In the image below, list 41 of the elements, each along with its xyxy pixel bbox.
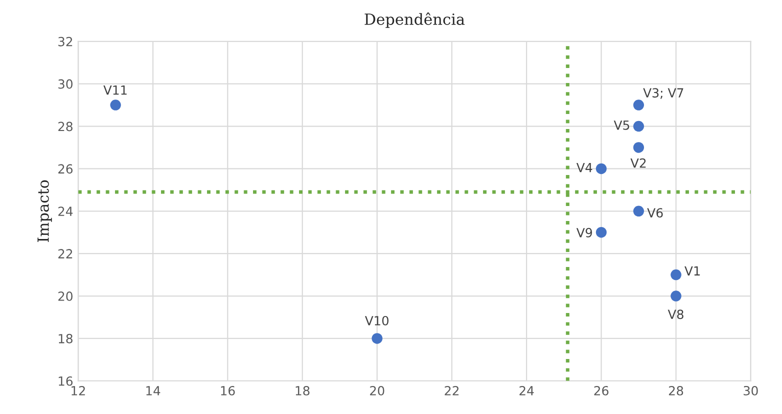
x-tick-label: 22 [444, 386, 459, 396]
x-tick-label: 26 [594, 386, 608, 396]
point [633, 100, 644, 110]
annotation: V4 [576, 163, 592, 172]
chart-title: Dependência [364, 12, 465, 28]
point [110, 100, 121, 110]
annotation: V2 [630, 158, 646, 168]
point [633, 120, 644, 132]
x-tick-label: 18 [296, 386, 310, 396]
annotation: V5 [614, 120, 630, 130]
y-tick-label: 22 [58, 249, 72, 258]
y-tick-label: 24 [58, 206, 73, 216]
point [596, 163, 607, 174]
point [596, 226, 607, 238]
y-tick-label: 32 [58, 36, 72, 46]
y-axis-title: Impacto [38, 180, 52, 242]
y-tick-label: 28 [58, 122, 72, 132]
y-tick-label: 16 [58, 376, 73, 386]
point [670, 290, 682, 302]
point [633, 206, 644, 217]
y-tick-label: 30 [58, 79, 73, 89]
point [372, 333, 382, 344]
annotation: V3; V7 [643, 88, 684, 99]
y-tick-label: 18 [58, 334, 72, 344]
x-tick-label: 20 [370, 386, 384, 396]
point [670, 269, 682, 280]
annotation: V6 [647, 208, 663, 218]
annotation: V10 [364, 316, 388, 326]
annotation: V8 [668, 310, 684, 320]
point [633, 142, 644, 153]
y-tick-label: 26 [58, 164, 73, 174]
y-tick-label: 20 [58, 291, 73, 301]
x-tick-label: 16 [221, 386, 235, 396]
x-tick-label: 30 [744, 386, 758, 396]
x-tick-label: 28 [668, 386, 684, 396]
x-tick-label: 14 [146, 386, 160, 396]
x-tick-label: 24 [520, 386, 534, 396]
annotation: V9 [576, 228, 592, 238]
annotation: V11 [103, 86, 127, 95]
annotation: V1 [684, 266, 700, 276]
x-tick-label: 12 [72, 386, 85, 396]
